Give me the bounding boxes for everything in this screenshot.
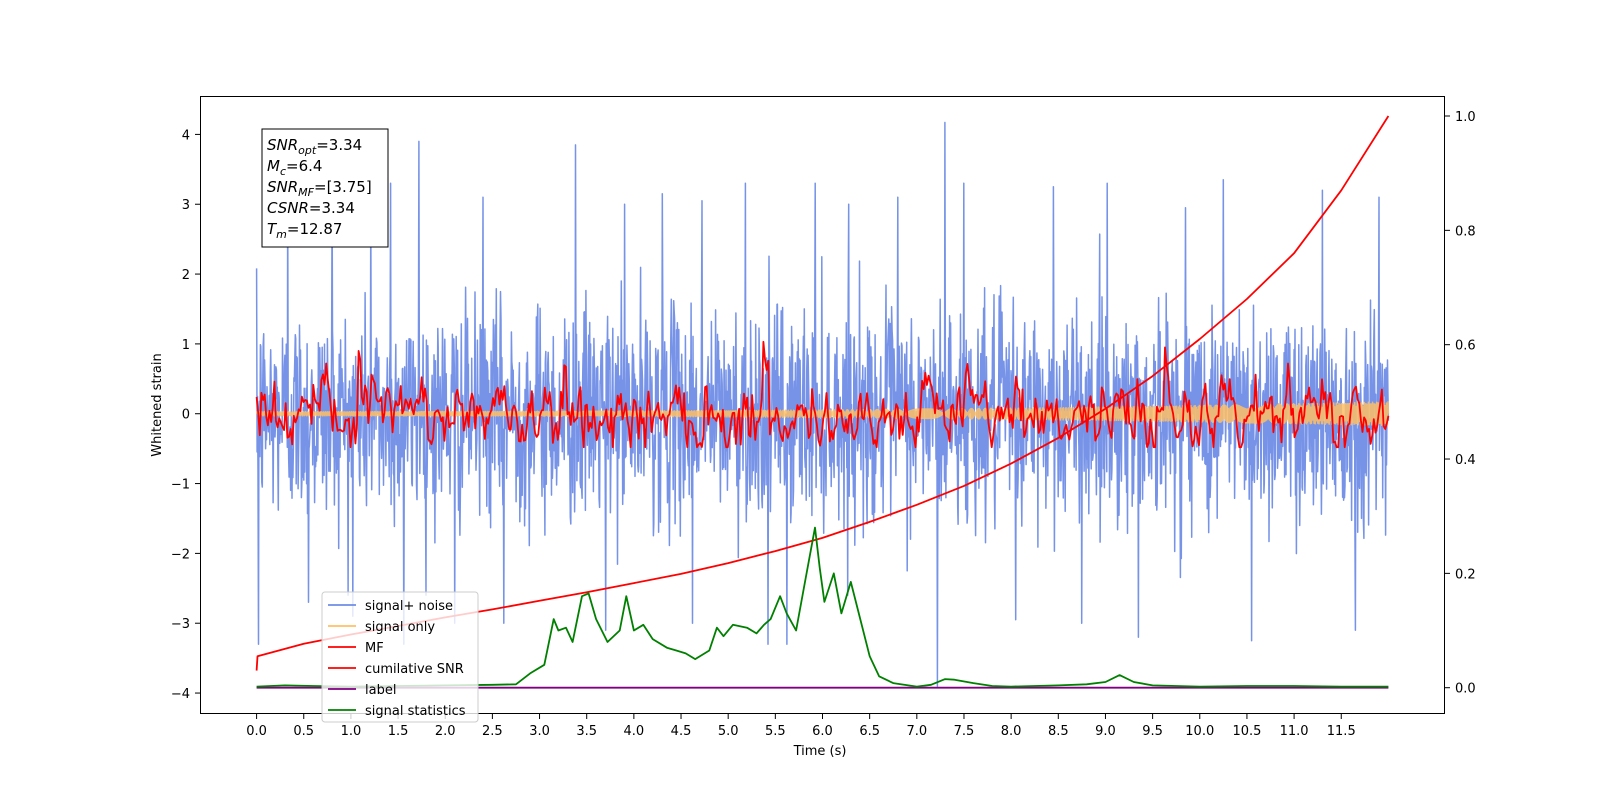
annotation-subscript: m <box>276 228 287 241</box>
annotation-value: =6.4 <box>286 157 322 175</box>
x-tick-label: 0.5 <box>293 724 314 739</box>
annotation-line: SNRopt=3.34 <box>267 136 362 157</box>
annotation-frame <box>261 128 389 248</box>
x-tick-label: 11.5 <box>1327 724 1356 739</box>
y-tick-label: −4 <box>171 687 190 702</box>
legend-label: signal only <box>365 620 435 635</box>
x-tick-label: 0.0 <box>246 724 267 739</box>
x-tick-label: 8.0 <box>1001 724 1022 739</box>
x-tick-label: 6.5 <box>859 724 880 739</box>
x-tick-label: 7.0 <box>906 724 927 739</box>
legend-label: label <box>365 683 396 698</box>
y-tick-label: 2 <box>182 268 190 283</box>
x-tick-label: 2.5 <box>482 724 503 739</box>
annotation-symbol: CSNR <box>267 199 309 217</box>
y2-tick-label: 0.2 <box>1455 567 1476 582</box>
y-axis-label: Whitened strain <box>150 353 165 456</box>
annotation-line: Mc=6.4 <box>267 157 322 178</box>
y2-tick-label: 0.8 <box>1455 224 1476 239</box>
x-tick-label: 7.5 <box>954 724 975 739</box>
legend-frame <box>321 591 479 723</box>
x-axis-label: Time (s) <box>793 744 847 759</box>
x-tick-label: 5.0 <box>718 724 739 739</box>
annotation-line: Tm=12.87 <box>267 220 342 241</box>
y2-tick-label: 0.4 <box>1455 453 1476 468</box>
annotation-line: SNRMF=[3.75] <box>267 178 372 199</box>
y-axis-right: 1.0 0.8 0.6 0.4 0.2 0.0 <box>1445 110 1476 697</box>
annotation-symbol: T <box>267 220 278 238</box>
x-tick-label: 4.5 <box>671 724 692 739</box>
y-tick-label: 4 <box>182 128 190 143</box>
x-tick-label: 6.0 <box>812 724 833 739</box>
x-tick-label: 3.5 <box>576 724 597 739</box>
x-tick-label: 10.5 <box>1232 724 1261 739</box>
annotation-symbol: SNR <box>267 178 298 196</box>
x-tick-label: 8.5 <box>1048 724 1069 739</box>
y2-tick-label: 0.0 <box>1455 682 1476 697</box>
legend-label: cumilative SNR <box>365 662 464 677</box>
annotation-line: CSNR=3.34 <box>267 199 355 217</box>
y-tick-label: 0 <box>182 408 190 423</box>
series-signal-statistics <box>256 526 1389 688</box>
y-tick-label: −1 <box>171 478 190 493</box>
x-tick-label: 5.5 <box>765 724 786 739</box>
annotation-value: =3.34 <box>309 199 355 217</box>
x-tick-label: 9.0 <box>1095 724 1116 739</box>
y-tick-label: 1 <box>182 338 190 353</box>
axes-frame <box>200 96 1445 714</box>
y-tick-label: 3 <box>182 198 190 213</box>
annotation-value: =[3.75] <box>314 178 372 196</box>
x-tick-label: 1.5 <box>388 724 409 739</box>
x-tick-label: 11.0 <box>1280 724 1309 739</box>
x-tick-label: 2.0 <box>435 724 456 739</box>
annotation-subscript: c <box>280 165 286 178</box>
series-mf <box>255 340 1390 449</box>
x-tick-label: 1.0 <box>341 724 362 739</box>
legend-label: MF <box>365 641 384 656</box>
y-tick-label: −3 <box>171 617 190 632</box>
annotation-box: SNRopt=3.34Mc=6.4SNRMF=[3.75]CSNR=3.34Tm… <box>261 128 389 248</box>
annotation-symbol: SNR <box>267 136 298 154</box>
y2-tick-label: 0.6 <box>1455 339 1476 354</box>
x-axis: 0.0 0.5 1.0 1.5 2.0 2.5 3.0 3.5 4.0 4.5 5.0 5.5 6.0 6… <box>246 714 1356 739</box>
legend-label: signal statistics <box>365 704 466 719</box>
legend-label: signal+ noise <box>365 599 453 614</box>
annotation-subscript: opt <box>298 144 317 157</box>
x-tick-label: 9.5 <box>1142 724 1163 739</box>
annotation-value: =12.87 <box>287 220 343 238</box>
y-axis-left: 4 3 2 1 0 −1 −2 −3 −4 <box>171 128 200 702</box>
series-signal-only <box>255 401 1390 427</box>
x-tick-label: 4.0 <box>624 724 645 739</box>
x-tick-label: 10.0 <box>1185 724 1214 739</box>
y-tick-label: −2 <box>171 547 190 562</box>
annotation-subscript: MF <box>298 186 314 199</box>
legend: signal+ noise signal only MF cumilative SNR… <box>321 591 479 723</box>
x-tick-label: 3.0 <box>529 724 550 739</box>
annotation-value: =3.34 <box>316 136 362 154</box>
y2-tick-label: 1.0 <box>1455 110 1476 125</box>
annotation-symbol: M <box>267 157 280 175</box>
